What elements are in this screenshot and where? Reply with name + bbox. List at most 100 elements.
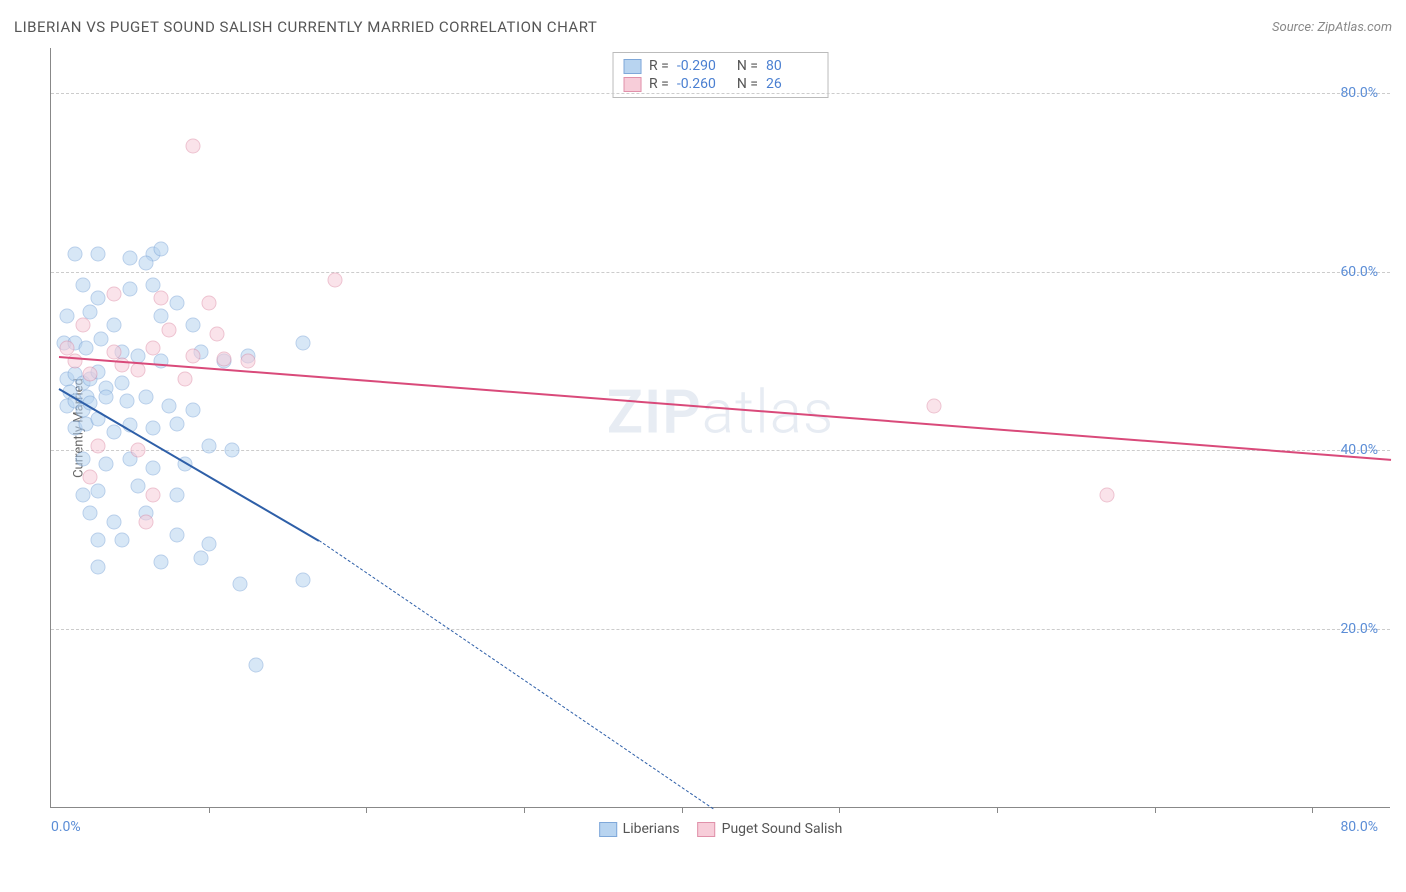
x-axis-min-label: 0.0%: [51, 819, 81, 835]
legend-item-puget: Puget Sound Salish: [698, 821, 843, 837]
data-point-liberians: [67, 246, 82, 261]
gridline: [51, 450, 1390, 451]
data-point-liberians: [83, 505, 98, 520]
x-tick: [524, 807, 525, 813]
data-point-liberians: [83, 304, 98, 319]
data-point-puget: [146, 488, 161, 503]
data-point-liberians: [154, 242, 169, 257]
data-point-liberians: [99, 456, 114, 471]
source-label: Source:: [1272, 20, 1314, 35]
data-point-puget: [130, 362, 145, 377]
data-point-liberians: [122, 282, 137, 297]
data-point-puget: [241, 353, 256, 368]
data-point-liberians: [91, 291, 106, 306]
trend-line: [59, 356, 1391, 461]
chart-title: LIBERIAN VS PUGET SOUND SALISH CURRENTLY…: [14, 18, 597, 36]
stats-row-liberians: R = -0.290 N = 80: [623, 57, 818, 75]
y-tick-label: 20.0%: [1340, 621, 1378, 637]
data-point-liberians: [296, 573, 311, 588]
data-point-liberians: [75, 452, 90, 467]
x-tick: [1155, 807, 1156, 813]
data-point-puget: [185, 349, 200, 364]
n-value-puget: 26: [766, 76, 818, 92]
data-point-liberians: [122, 251, 137, 266]
data-point-puget: [162, 322, 177, 337]
r-value-liberians: -0.290: [677, 58, 729, 74]
data-point-liberians: [170, 528, 185, 543]
x-tick: [682, 807, 683, 813]
data-point-liberians: [91, 559, 106, 574]
data-point-puget: [83, 470, 98, 485]
x-tick: [366, 807, 367, 813]
watermark-bold: ZIP: [607, 377, 702, 448]
data-point-puget: [67, 353, 82, 368]
data-point-puget: [217, 352, 232, 367]
plot-area: Currently Married ZIPatlas R = -0.290 N …: [50, 48, 1390, 808]
data-point-liberians: [185, 403, 200, 418]
x-axis-max-label: 80.0%: [1340, 819, 1378, 835]
legend-label-puget: Puget Sound Salish: [722, 821, 843, 837]
bottom-legend: Liberians Puget Sound Salish: [599, 821, 843, 837]
data-point-liberians: [59, 309, 74, 324]
data-point-puget: [138, 514, 153, 529]
data-point-liberians: [170, 488, 185, 503]
data-point-puget: [178, 371, 193, 386]
data-point-liberians: [146, 461, 161, 476]
gridline: [51, 93, 1390, 94]
data-point-puget: [154, 291, 169, 306]
data-point-liberians: [107, 514, 122, 529]
data-point-liberians: [170, 416, 185, 431]
data-point-liberians: [225, 443, 240, 458]
data-point-puget: [926, 398, 941, 413]
stats-legend: R = -0.290 N = 80 R = -0.260 N = 26: [612, 52, 829, 98]
y-tick-label: 80.0%: [1340, 85, 1378, 101]
data-point-liberians: [91, 532, 106, 547]
data-point-puget: [146, 340, 161, 355]
data-point-liberians: [107, 425, 122, 440]
swatch-puget: [623, 77, 641, 92]
data-point-puget: [107, 286, 122, 301]
source-attribution: Source: ZipAtlas.com: [1272, 20, 1392, 35]
r-label: R =: [649, 76, 669, 92]
data-point-liberians: [170, 295, 185, 310]
swatch-liberians-icon: [599, 822, 617, 837]
swatch-puget-icon: [698, 822, 716, 837]
r-label: R =: [649, 58, 669, 74]
data-point-liberians: [138, 255, 153, 270]
data-point-puget: [75, 318, 90, 333]
n-value-liberians: 80: [766, 58, 818, 74]
data-point-liberians: [119, 394, 134, 409]
gridline: [51, 629, 1390, 630]
data-point-liberians: [91, 483, 106, 498]
swatch-liberians: [623, 59, 641, 74]
data-point-liberians: [114, 376, 129, 391]
data-point-liberians: [91, 246, 106, 261]
data-point-puget: [130, 443, 145, 458]
data-point-liberians: [107, 318, 122, 333]
r-value-puget: -0.260: [677, 76, 729, 92]
stats-row-puget: R = -0.260 N = 26: [623, 75, 818, 93]
y-tick-label: 60.0%: [1340, 264, 1378, 280]
x-tick: [1312, 807, 1313, 813]
data-point-puget: [91, 438, 106, 453]
source-name: ZipAtlas.com: [1317, 20, 1392, 35]
data-point-liberians: [193, 550, 208, 565]
data-point-puget: [201, 295, 216, 310]
data-point-liberians: [185, 318, 200, 333]
x-tick: [997, 807, 998, 813]
x-tick: [209, 807, 210, 813]
data-point-puget: [1100, 488, 1115, 503]
data-point-liberians: [75, 277, 90, 292]
data-point-liberians: [201, 438, 216, 453]
data-point-liberians: [296, 336, 311, 351]
data-point-liberians: [154, 555, 169, 570]
legend-label-liberians: Liberians: [623, 821, 680, 837]
data-point-liberians: [94, 331, 109, 346]
data-point-liberians: [248, 657, 263, 672]
data-point-liberians: [162, 398, 177, 413]
data-point-liberians: [75, 488, 90, 503]
chart-header: LIBERIAN VS PUGET SOUND SALISH CURRENTLY…: [10, 10, 1396, 48]
data-point-liberians: [146, 421, 161, 436]
data-point-puget: [327, 273, 342, 288]
data-point-liberians: [114, 532, 129, 547]
